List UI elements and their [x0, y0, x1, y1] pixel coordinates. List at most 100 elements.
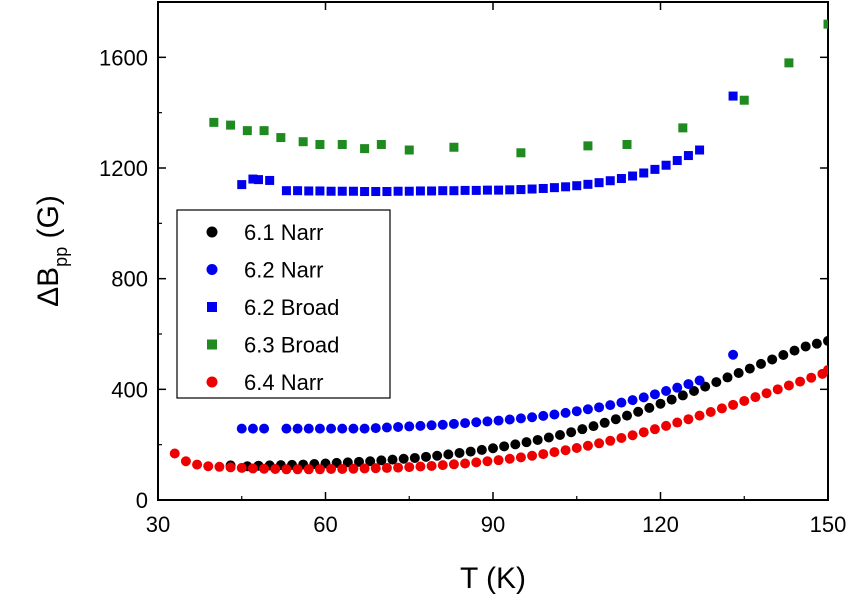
- data-point: [448, 459, 459, 470]
- data-point: [360, 144, 370, 154]
- y-axis-title-main: ΔB: [32, 267, 65, 307]
- data-point: [605, 176, 615, 186]
- data-point: [566, 427, 577, 438]
- data-point: [538, 410, 549, 421]
- data-point: [650, 164, 660, 174]
- data-point: [571, 442, 582, 453]
- data-point: [494, 185, 504, 195]
- y-axis-title-unit: (G): [32, 195, 65, 247]
- x-axis-ticks: 30 60 90 120 150: [146, 2, 847, 537]
- data-point: [639, 168, 649, 178]
- data-point: [823, 335, 828, 346]
- data-point: [644, 402, 655, 413]
- x-tick-label: 150: [810, 512, 847, 537]
- data-point: [823, 364, 828, 375]
- data-point: [404, 421, 415, 432]
- data-point: [722, 372, 733, 383]
- x-tick-label: 60: [313, 512, 337, 537]
- data-point: [510, 439, 521, 450]
- data-point: [772, 384, 783, 395]
- data-point: [733, 368, 744, 379]
- data-point: [281, 423, 292, 434]
- legend-box: [176, 209, 391, 399]
- series-6-2-narr: [236, 349, 739, 434]
- data-point: [454, 447, 465, 458]
- data-point: [415, 420, 426, 431]
- data-point: [326, 186, 336, 196]
- data-point: [281, 464, 292, 475]
- data-point: [370, 423, 381, 434]
- data-point: [471, 457, 482, 468]
- data-point: [594, 178, 604, 188]
- data-point: [237, 180, 247, 190]
- data-point: [616, 433, 627, 444]
- legend-entry: 6.2 Broad: [207, 295, 339, 320]
- data-point: [767, 354, 778, 365]
- y-axis-ticks: 0 400 800 1200 1600: [99, 45, 828, 513]
- data-point: [298, 137, 308, 147]
- series-6-4-narr: [169, 364, 828, 475]
- data-point: [689, 385, 699, 396]
- data-point: [538, 183, 548, 193]
- data-point: [695, 145, 705, 155]
- data-point: [588, 421, 599, 432]
- data-point: [393, 462, 404, 473]
- data-point: [304, 186, 314, 196]
- data-point: [683, 151, 693, 161]
- data-point: [404, 186, 414, 196]
- data-point: [649, 424, 660, 435]
- data-point: [348, 186, 358, 196]
- data-point: [616, 397, 627, 408]
- data-point: [437, 419, 448, 430]
- data-point: [561, 182, 571, 192]
- data-point: [661, 385, 672, 396]
- data-point: [482, 416, 493, 427]
- data-point: [728, 399, 739, 410]
- x-axis-title: T (K): [460, 562, 526, 595]
- legend-entry: 6.2 Narr: [206, 258, 323, 283]
- data-point: [516, 148, 526, 158]
- data-point: [571, 406, 582, 417]
- y-tick-label: 800: [111, 267, 148, 292]
- data-point: [594, 402, 605, 413]
- data-point: [482, 456, 493, 467]
- y-tick-label: 0: [136, 488, 148, 513]
- data-point: [811, 338, 822, 349]
- data-point: [756, 358, 766, 369]
- data-point: [806, 372, 817, 383]
- data-point: [583, 141, 593, 151]
- data-point: [409, 452, 420, 463]
- data-point: [661, 160, 671, 170]
- data-point: [236, 423, 247, 434]
- data-point: [493, 415, 504, 426]
- data-point: [326, 464, 337, 475]
- data-point: [672, 156, 682, 166]
- y-axis-title: ΔBpp (G): [32, 195, 71, 307]
- data-point: [314, 464, 325, 475]
- legend-marker: [207, 339, 217, 350]
- data-point: [393, 421, 404, 432]
- data-point: [432, 450, 443, 461]
- data-point: [521, 437, 532, 448]
- data-point: [666, 394, 677, 405]
- data-point: [549, 409, 560, 420]
- data-point: [728, 91, 738, 101]
- data-point: [677, 390, 688, 401]
- legend-entry: 6.1 Narr: [206, 220, 323, 245]
- data-point: [276, 133, 286, 143]
- legend-marker: [206, 264, 218, 275]
- series-6-2-broad: [237, 91, 738, 197]
- data-point: [549, 447, 560, 458]
- data-point: [438, 186, 448, 196]
- data-point: [203, 461, 214, 472]
- data-point: [605, 400, 616, 411]
- data-marks: [169, 19, 828, 475]
- data-point: [337, 423, 348, 434]
- data-point: [415, 186, 425, 196]
- data-point: [387, 454, 398, 465]
- data-point: [393, 186, 403, 196]
- data-point: [180, 456, 191, 467]
- data-point: [515, 452, 526, 463]
- data-point: [303, 423, 314, 434]
- data-point: [527, 412, 538, 423]
